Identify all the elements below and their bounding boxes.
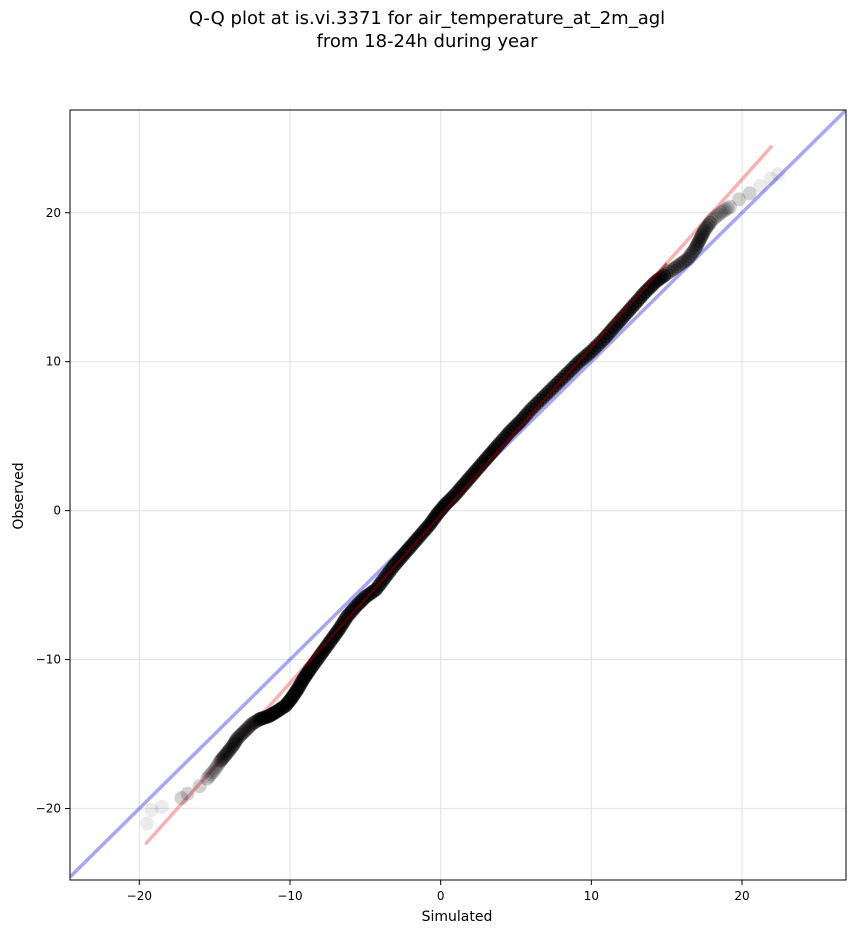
scatter-point	[232, 729, 247, 744]
scatter-point	[695, 228, 710, 243]
scatter-point	[180, 786, 195, 801]
x-tick-label: 0	[437, 889, 445, 903]
scatter-point	[144, 803, 159, 817]
scatter-point	[742, 186, 757, 201]
scatter-point	[699, 221, 714, 236]
scatter-point	[239, 722, 254, 737]
scatter-point	[207, 762, 222, 777]
scatter-point	[720, 201, 735, 216]
scatter-point	[682, 249, 697, 264]
scatter-point	[678, 253, 693, 268]
scatter-point	[696, 225, 711, 240]
scatter-point	[202, 769, 217, 784]
scatter-point	[225, 738, 240, 753]
scatter-point	[701, 218, 716, 233]
scatter-point	[234, 727, 249, 742]
scatter-point	[697, 223, 712, 238]
scatter-point	[209, 760, 224, 775]
scatter-point	[241, 720, 256, 735]
scatter-point	[690, 237, 705, 252]
scatter-point	[718, 202, 733, 217]
x-axis-label: Simulated	[422, 909, 493, 925]
scatter-point	[237, 724, 252, 739]
scatter-point	[200, 771, 215, 786]
scatter-point	[704, 213, 719, 228]
scatter-point	[216, 750, 231, 765]
scatter-point	[688, 241, 703, 256]
scatter-point	[689, 239, 704, 254]
scatter-point	[693, 230, 708, 245]
scatter-point	[235, 725, 250, 740]
scatter-point	[711, 207, 726, 222]
x-tick-label: 20	[734, 889, 749, 903]
y-tick-label: −10	[36, 653, 61, 667]
scatter-point	[226, 737, 241, 752]
scatter-point	[680, 251, 695, 266]
y-tick-label: 10	[46, 355, 61, 369]
scatter-point	[221, 744, 236, 759]
scatter-point	[664, 263, 679, 278]
scatter-point	[154, 800, 169, 815]
y-tick-label: 0	[53, 504, 61, 518]
scatter-point	[212, 756, 227, 771]
scatter-point	[713, 205, 728, 220]
scatter-point	[675, 255, 690, 270]
scatter-points	[139, 167, 786, 831]
x-tick-label: −20	[127, 889, 152, 903]
scatter-point	[174, 791, 189, 806]
fit-line-overlay	[304, 262, 668, 668]
scatter-point	[662, 264, 677, 279]
scatter-point	[222, 742, 237, 757]
scatter-point	[716, 204, 731, 219]
scatter-point	[224, 740, 239, 755]
scatter-point	[229, 733, 244, 748]
chart-title-line1: Q-Q plot at is.vi.3371 for air_temperatu…	[188, 8, 666, 29]
scatter-point	[691, 234, 706, 249]
scatter-point	[703, 215, 718, 230]
scatter-point	[709, 209, 724, 224]
scatter-point	[722, 199, 737, 214]
scatter-point	[205, 765, 220, 780]
scatter-point	[659, 266, 674, 281]
y-axis-ticks: −20 −10 0 10 20	[36, 206, 70, 816]
x-tick-label: −10	[277, 889, 302, 903]
scatter-point	[219, 746, 234, 761]
scatter-point	[684, 246, 699, 261]
scatter-point	[686, 244, 701, 259]
scatter-point	[692, 232, 707, 247]
chart-title-line2: from 18-24h during year	[316, 31, 538, 52]
scatter-point	[203, 767, 218, 782]
x-tick-label: 10	[584, 889, 599, 903]
scatter-point	[707, 211, 722, 226]
scatter-point	[763, 171, 778, 186]
plot-frame	[69, 109, 847, 881]
scatter-point	[771, 167, 786, 182]
scatter-point	[672, 257, 687, 272]
y-tick-label: −20	[36, 802, 61, 816]
scatter-point	[732, 192, 747, 207]
x-axis-ticks: −20 −10 0 10 20	[127, 880, 750, 903]
scatter-point	[670, 259, 685, 274]
grid	[70, 110, 846, 880]
scatter-point	[213, 753, 228, 768]
scatter-point	[210, 758, 225, 773]
scatter-point	[227, 735, 242, 750]
scatter-point	[218, 748, 233, 763]
scatter-point	[753, 178, 768, 193]
scatter-point	[139, 816, 154, 831]
scatter-point	[657, 268, 672, 283]
y-axis-label: Observed	[11, 462, 27, 529]
scatter-point	[192, 779, 207, 794]
y-tick-label: 20	[46, 206, 61, 220]
scatter-point	[215, 751, 230, 766]
scatter-point	[667, 261, 682, 276]
scatter-point	[230, 731, 245, 746]
